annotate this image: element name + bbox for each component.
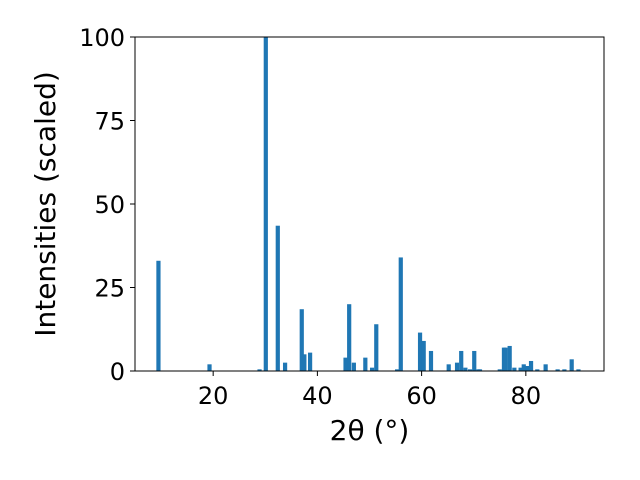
bar <box>428 350 434 371</box>
bar <box>525 365 530 371</box>
bar <box>263 37 268 371</box>
bar <box>518 367 523 371</box>
bar <box>569 359 574 371</box>
bar <box>535 369 540 371</box>
bar <box>576 369 581 371</box>
bar <box>562 369 567 371</box>
bars-group <box>156 37 581 371</box>
bar <box>543 364 548 371</box>
x-tick-label: 60 <box>406 382 437 410</box>
bar <box>363 357 368 371</box>
bar <box>507 345 512 371</box>
bar <box>521 364 526 371</box>
bar <box>302 354 307 371</box>
bar <box>307 352 313 371</box>
bar <box>528 360 534 371</box>
bar <box>395 369 400 371</box>
bar <box>207 364 212 371</box>
x-tick-label: 80 <box>511 382 542 410</box>
y-axis-label: Intensities (scaled) <box>29 71 62 337</box>
bar <box>497 369 502 371</box>
bar <box>257 369 262 371</box>
plot-frame <box>134 36 605 372</box>
x-tick-label: 40 <box>302 382 333 410</box>
bar <box>459 350 464 371</box>
bar <box>512 367 517 371</box>
bar <box>555 369 560 371</box>
y-tick-label: 25 <box>94 275 125 303</box>
y-tick-label: 0 <box>110 358 125 386</box>
bar <box>398 257 403 371</box>
bar <box>275 225 280 371</box>
bar <box>351 362 356 371</box>
y-axis-ticks: 0 25 50 75 100 <box>79 24 135 386</box>
bar <box>343 357 348 371</box>
bar <box>454 362 460 371</box>
bar <box>282 362 288 371</box>
bar <box>370 367 375 371</box>
y-tick-label: 50 <box>94 191 125 219</box>
y-tick-label: 75 <box>94 108 125 136</box>
bar <box>503 347 508 371</box>
x-axis-label: 2θ (°) <box>330 414 410 447</box>
bar <box>421 340 426 371</box>
bar <box>467 369 473 371</box>
x-axis-ticks: 20 40 60 80 <box>198 371 541 410</box>
bar <box>156 260 161 371</box>
bar <box>374 324 379 371</box>
bar <box>417 332 423 371</box>
bar <box>446 364 451 371</box>
bar <box>299 309 304 371</box>
bar <box>477 369 483 371</box>
bar <box>463 367 468 371</box>
bar <box>347 304 352 371</box>
x-tick-label: 20 <box>198 382 229 410</box>
bar <box>472 350 477 371</box>
y-tick-label: 100 <box>79 24 125 52</box>
